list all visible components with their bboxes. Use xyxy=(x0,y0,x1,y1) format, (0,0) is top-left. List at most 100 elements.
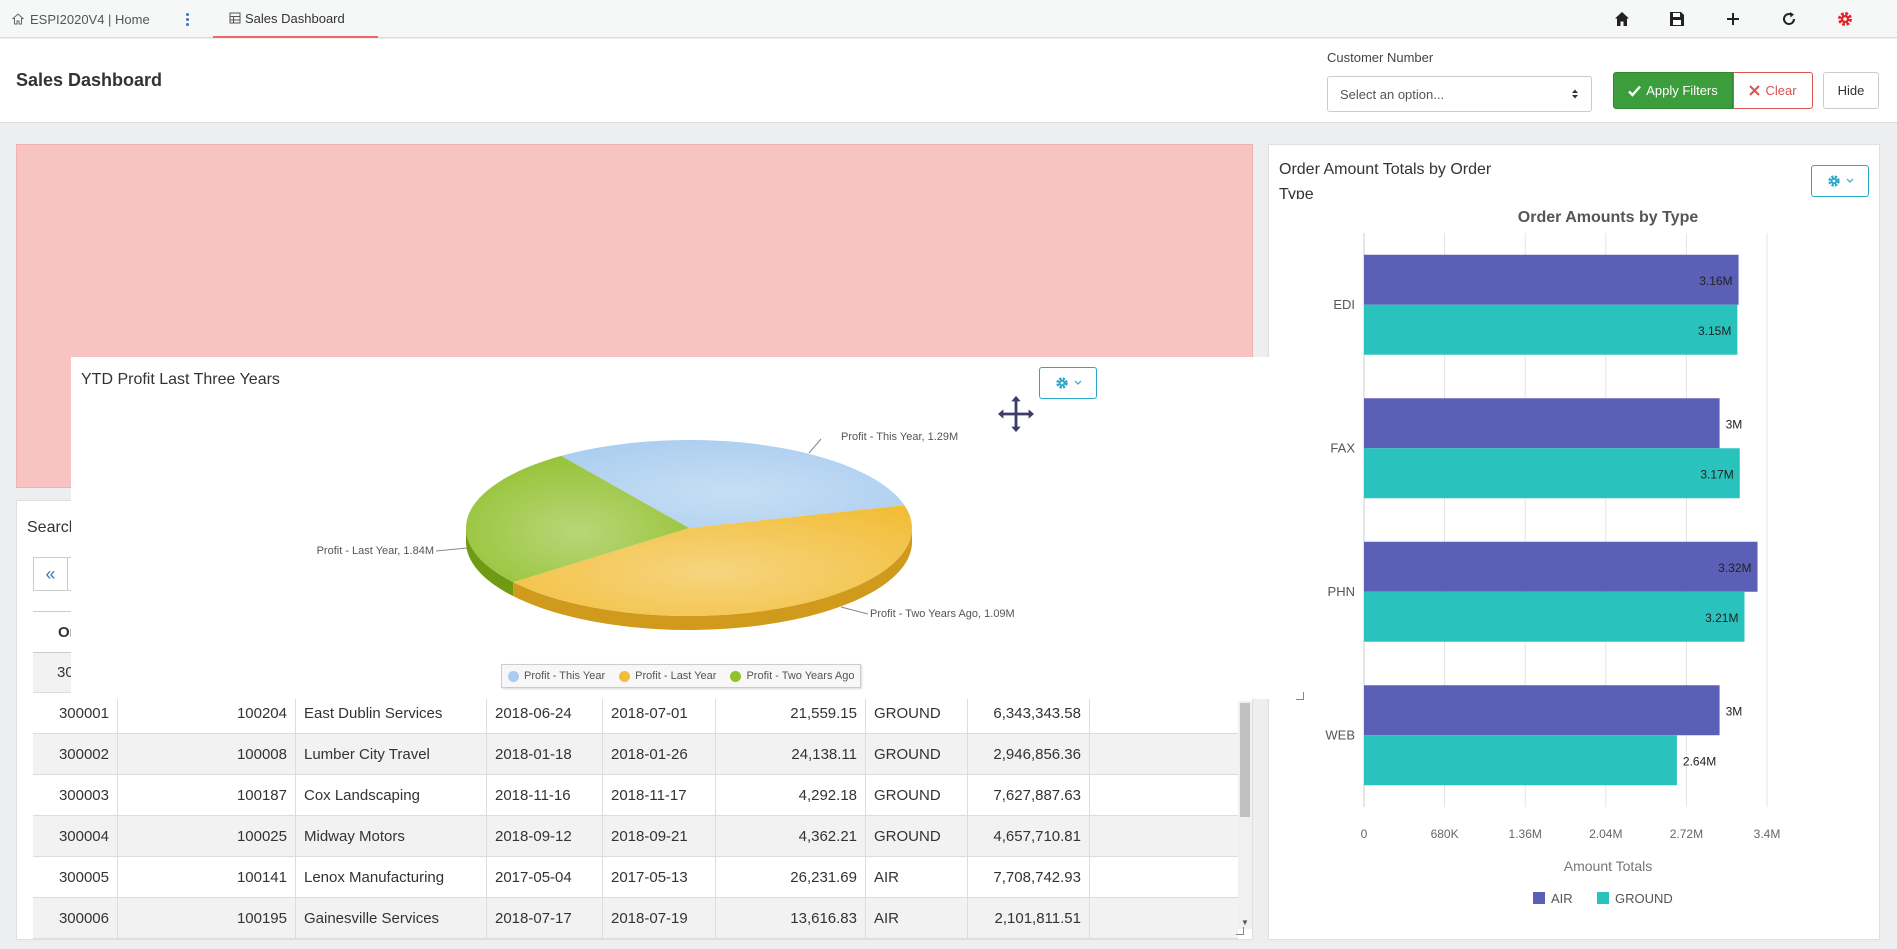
tab-sales-dashboard[interactable]: Sales Dashboard xyxy=(213,0,378,38)
scroll-down-arrow-icon[interactable]: ▼ xyxy=(1241,918,1249,927)
page-title: Sales Dashboard xyxy=(16,70,163,90)
bar-air[interactable] xyxy=(1364,254,1739,305)
cell-empty xyxy=(1090,816,1238,856)
cell-order-number: 300005 xyxy=(33,857,118,897)
cell-total: 4,657,710.81 xyxy=(968,816,1090,856)
cell-ship-date: 2018-01-26 xyxy=(603,734,716,774)
tab-menu-button[interactable] xyxy=(180,0,194,38)
save-icon xyxy=(1670,12,1684,26)
cell-order-number: 300006 xyxy=(33,898,118,938)
cell-order-date: 2017-05-04 xyxy=(487,857,603,897)
cell-order-number: 300004 xyxy=(33,816,118,856)
pie-slice-shine xyxy=(561,440,905,528)
pager-first-button[interactable]: « xyxy=(33,557,67,591)
refresh-button[interactable] xyxy=(1778,8,1800,30)
table-row[interactable]: 300006 100195 Gainesville Services 2018-07-… xyxy=(33,898,1238,939)
check-icon xyxy=(1628,85,1642,97)
bar-ground[interactable] xyxy=(1364,304,1738,355)
bar-panel-settings-button[interactable] xyxy=(1811,165,1869,197)
pie-legend-item[interactable]: Profit - This Year xyxy=(508,670,605,682)
table-vertical-scrollbar[interactable]: ▼ xyxy=(1238,701,1252,929)
refresh-icon xyxy=(1783,12,1796,25)
chevron-down-icon xyxy=(1846,178,1853,183)
cell-amount: 4,292.18 xyxy=(716,775,866,815)
cell-amount: 26,231.69 xyxy=(716,857,866,897)
bar-legend-label[interactable]: GROUND xyxy=(1615,891,1673,906)
bar-legend-swatch xyxy=(1597,892,1609,904)
cell-empty xyxy=(1090,898,1238,938)
dashboard-header: Sales Dashboard Customer Number Select a… xyxy=(0,39,1897,123)
cell-amount: 13,616.83 xyxy=(716,898,866,938)
cell-ship-via: GROUND xyxy=(866,816,968,856)
cell-amount: 21,559.15 xyxy=(716,693,866,733)
apply-filters-button[interactable]: Apply Filters xyxy=(1613,72,1733,109)
cell-ship-date: 2018-07-19 xyxy=(603,898,716,938)
y-category-label: PHN xyxy=(1328,584,1355,599)
customer-number-select[interactable]: Select an option... xyxy=(1327,76,1592,112)
bar-ground[interactable] xyxy=(1364,448,1740,499)
save-button[interactable] xyxy=(1666,8,1688,30)
table-row[interactable]: 300002 100008 Lumber City Travel 2018-01-18… xyxy=(33,734,1238,775)
settings-button[interactable] xyxy=(1834,8,1856,30)
clear-button[interactable]: Clear xyxy=(1733,72,1813,109)
cell-ship-date: 2018-09-21 xyxy=(603,816,716,856)
bar-air[interactable] xyxy=(1364,398,1720,449)
scrollbar-thumb[interactable] xyxy=(1240,703,1250,817)
x-tick-label: 680K xyxy=(1431,827,1459,841)
top-tab-bar: ESPI2020V4 | Home Sales Dashboard xyxy=(0,0,1897,38)
pie-data-label: Profit - Last Year, 1.84M xyxy=(317,545,434,557)
cell-order-date: 2018-01-18 xyxy=(487,734,603,774)
table-row[interactable]: 300005 100141 Lenox Manufacturing 2017-05-0… xyxy=(33,857,1238,898)
cell-order-number: 300003 xyxy=(33,775,118,815)
bar-ground[interactable] xyxy=(1364,591,1745,642)
cell-order-number: 300001 xyxy=(33,693,118,733)
y-category-label: EDI xyxy=(1333,297,1355,312)
home-button[interactable] xyxy=(1611,8,1633,30)
cell-ship-via: AIR xyxy=(866,898,968,938)
bar-data-label: 3.15M xyxy=(1698,324,1731,338)
bar-legend-label[interactable]: AIR xyxy=(1551,891,1573,906)
pie-panel-settings-button[interactable] xyxy=(1039,367,1097,399)
tab-home[interactable]: ESPI2020V4 | Home xyxy=(12,0,150,38)
bar-air[interactable] xyxy=(1364,685,1720,736)
cell-customer-name: Midway Motors xyxy=(296,816,487,856)
chevron-down-icon xyxy=(1074,380,1081,385)
bar-data-label: 3.17M xyxy=(1700,467,1733,481)
cell-ship-date: 2018-11-17 xyxy=(603,775,716,815)
resize-handle-icon[interactable] xyxy=(1236,927,1244,935)
table-icon xyxy=(229,12,241,24)
ytd-profit-panel[interactable]: YTD Profit Last Three Years Profit - Thi… xyxy=(71,357,1304,700)
pie-slice-shine xyxy=(513,505,912,616)
pie-legend-swatch xyxy=(619,670,631,682)
pie-legend-label: Profit - This Year xyxy=(524,670,606,682)
bar-data-label: 3.16M xyxy=(1699,274,1732,288)
pie-legend-item[interactable]: Profit - Last Year xyxy=(619,670,716,682)
cell-ship-via: GROUND xyxy=(866,734,968,774)
pie-slice-side xyxy=(466,528,514,597)
cell-empty xyxy=(1090,693,1238,733)
pie-legend-label: Profit - Two Years Ago xyxy=(746,670,855,682)
search-panel-title: Search xyxy=(27,519,78,536)
add-button[interactable] xyxy=(1722,8,1744,30)
table-row[interactable]: 300003 100187 Cox Landscaping 2018-11-16 201… xyxy=(33,775,1238,816)
pie-legend-item[interactable]: Profit - Two Years Ago xyxy=(730,670,854,682)
cell-empty xyxy=(1090,734,1238,774)
table-row[interactable]: 300004 100025 Midway Motors 2018-09-12 2018-… xyxy=(33,816,1238,857)
cell-order-number: 300002 xyxy=(33,734,118,774)
cell-customer-name: East Dublin Services xyxy=(296,693,487,733)
cell-order-date: 2018-07-17 xyxy=(487,898,603,938)
resize-handle-icon[interactable] xyxy=(1296,692,1304,700)
table-row[interactable]: 300001 100204 East Dublin Services 2018-06-… xyxy=(33,693,1238,734)
cell-total: 2,946,856.36 xyxy=(968,734,1090,774)
bar-ground[interactable] xyxy=(1364,735,1677,786)
bar-air[interactable] xyxy=(1364,541,1758,592)
hide-button[interactable]: Hide xyxy=(1823,72,1879,109)
ytd-profit-pie-chart: Profit - This Year, 1.29M Profit - Last Y… xyxy=(317,431,1015,630)
cell-customer-number: 100204 xyxy=(118,693,296,733)
cell-ship-via: AIR xyxy=(866,857,968,897)
y-category-label: FAX xyxy=(1330,440,1355,455)
pie-legend-swatch xyxy=(508,670,519,682)
x-axis-title: Amount Totals xyxy=(1564,858,1652,874)
x-tick-label: 3.4M xyxy=(1754,827,1781,841)
cell-order-date: 2018-11-16 xyxy=(487,775,603,815)
